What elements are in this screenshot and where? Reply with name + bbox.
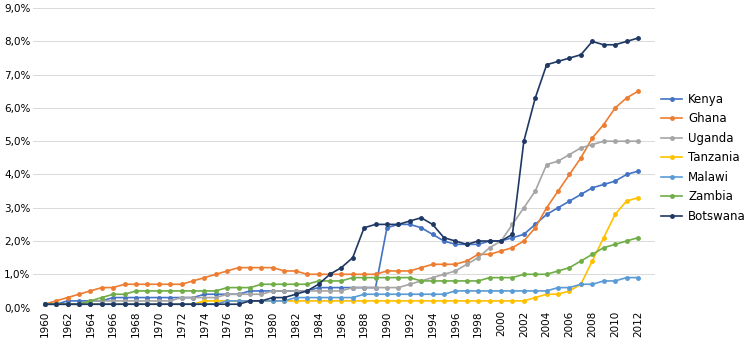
Kenya [394,222,403,226]
Uganda [496,239,506,243]
Tanzania [200,299,209,303]
Line: Tanzania: Tanzania [43,196,640,306]
Line: Ghana: Ghana [43,90,640,306]
Zambia [496,276,506,280]
Botswana [634,36,643,40]
Uganda [634,139,643,143]
Malawi [496,289,506,293]
Ghana [40,302,50,306]
Botswana [565,56,574,60]
Tanzania [40,302,50,306]
Ghana [496,249,506,253]
Kenya [496,239,506,243]
Zambia [634,236,643,240]
Line: Kenya: Kenya [43,169,640,306]
Zambia [417,279,426,283]
Uganda [382,285,392,290]
Uganda [394,285,403,290]
Tanzania [417,299,426,303]
Botswana [496,239,506,243]
Malawi [394,292,403,296]
Zambia [394,276,403,280]
Malawi [382,292,392,296]
Ghana [394,269,403,273]
Zambia [565,266,574,270]
Zambia [382,276,392,280]
Tanzania [565,289,574,293]
Tanzania [496,299,506,303]
Uganda [40,302,50,306]
Ghana [565,173,574,177]
Zambia [40,302,50,306]
Tanzania [634,196,643,200]
Kenya [200,292,209,296]
Tanzania [382,299,392,303]
Line: Zambia: Zambia [43,236,640,306]
Uganda [417,279,426,283]
Botswana [382,222,392,226]
Ghana [634,89,643,93]
Ghana [382,269,392,273]
Ghana [200,276,209,280]
Botswana [417,216,426,220]
Malawi [622,276,631,280]
Line: Uganda: Uganda [43,139,640,306]
Uganda [599,139,608,143]
Kenya [382,226,392,230]
Kenya [40,302,50,306]
Malawi [40,302,50,306]
Botswana [40,302,50,306]
Legend: Kenya, Ghana, Uganda, Tanzania, Malawi, Zambia, Botswana: Kenya, Ghana, Uganda, Tanzania, Malawi, … [661,93,746,223]
Zambia [200,289,209,293]
Malawi [565,285,574,290]
Kenya [417,226,426,230]
Kenya [634,169,643,173]
Malawi [200,302,209,306]
Tanzania [394,299,403,303]
Uganda [565,152,574,157]
Botswana [394,222,403,226]
Line: Malawi: Malawi [43,276,640,306]
Kenya [565,199,574,203]
Uganda [200,296,209,300]
Line: Botswana: Botswana [43,36,640,306]
Malawi [417,292,426,296]
Ghana [417,266,426,270]
Botswana [200,302,209,306]
Malawi [634,276,643,280]
